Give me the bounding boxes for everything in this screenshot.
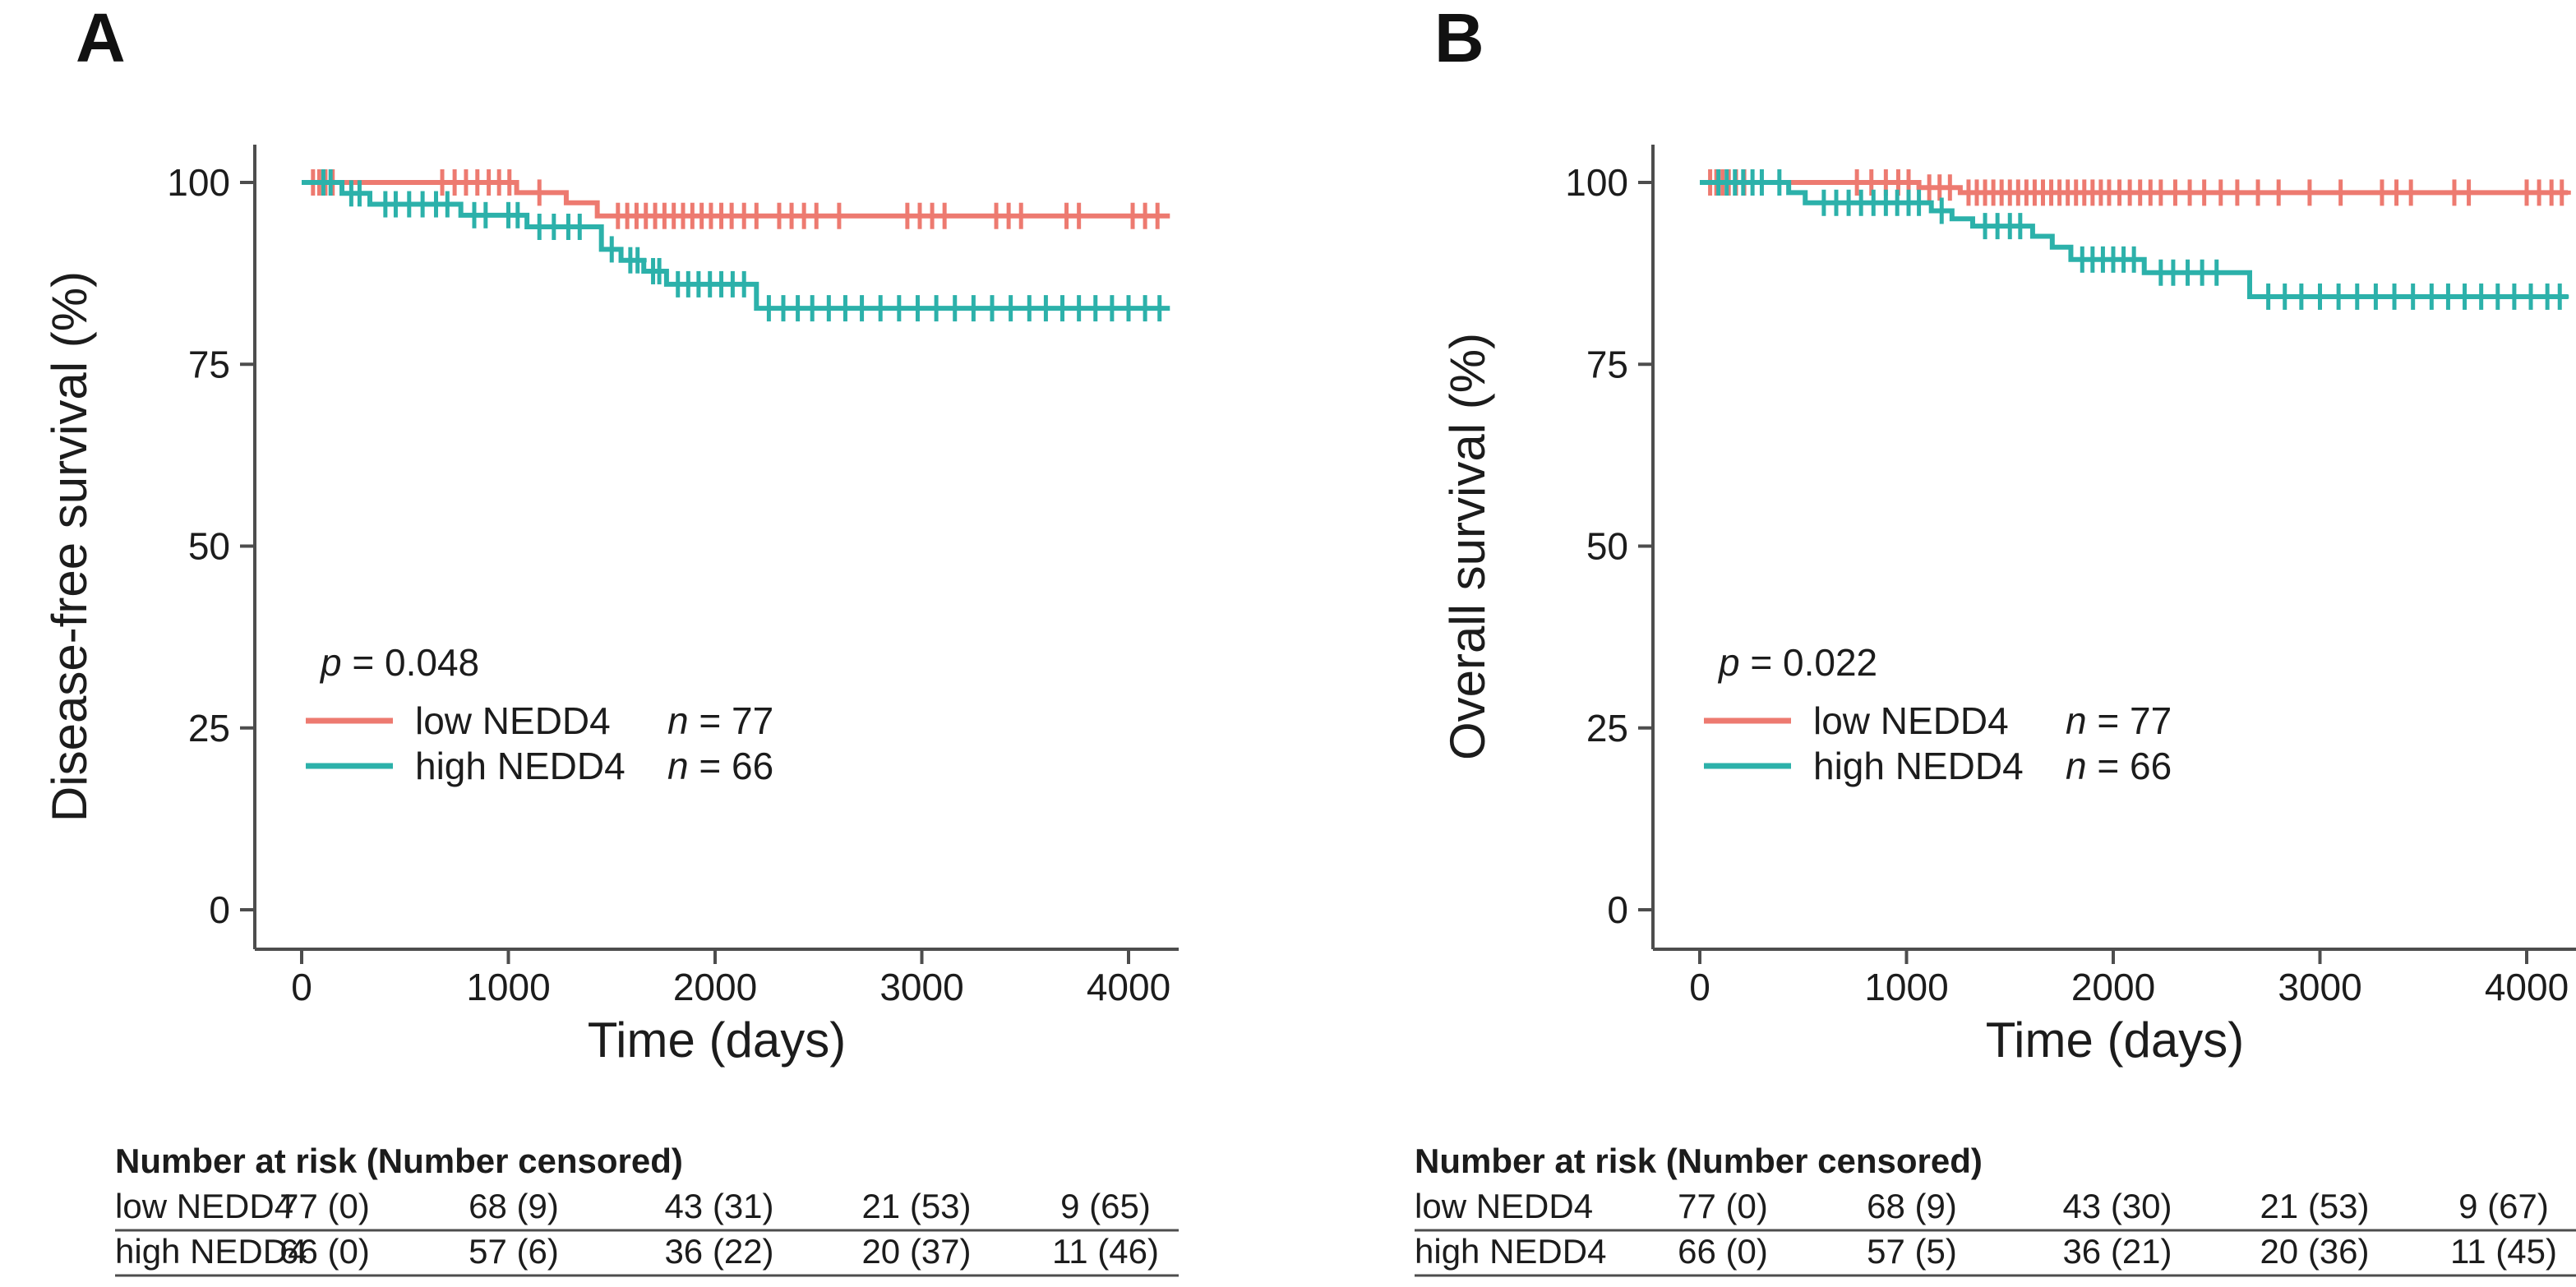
risk-table-cell: 43 (31) (664, 1187, 773, 1225)
survival-curves (1700, 169, 2571, 310)
y-tick-label: 0 (1607, 888, 1628, 931)
km-plot-overall-survival: Overall survival (%) 100 75 50 25 0 0 1000 2000… (1415, 145, 2576, 1277)
x-tick-label: 2000 (673, 966, 757, 1008)
risk-table-header: Number at risk (Number censored) (1415, 1142, 1983, 1180)
axes: 100 75 50 25 0 0 1000 2000 3000 4000 (1565, 145, 2576, 1008)
y-tick-label: 50 (1586, 525, 1628, 568)
y-tick-label: 100 (167, 161, 230, 204)
x-tick-label: 1000 (1864, 966, 1948, 1008)
x-axis-title: Time (days) (1986, 1013, 2244, 1068)
x-tick-label: 0 (291, 966, 312, 1008)
km-curve-low-nedd4 (302, 180, 1170, 219)
risk-table-cell: 21 (53) (2260, 1187, 2369, 1225)
legend-n-high-nedd4: n = 66 (2066, 745, 2172, 787)
risk-table-cell: 66 (0) (1678, 1232, 1768, 1271)
y-axis-title: Overall survival (%) (1440, 333, 1495, 760)
risk-table-cell: 77 (0) (279, 1187, 370, 1225)
x-tick-label: 3000 (879, 966, 963, 1008)
risk-table-cell: 57 (6) (469, 1232, 559, 1271)
risk-table-cell: 20 (36) (2260, 1232, 2369, 1271)
x-tick-label: 4000 (2485, 966, 2569, 1008)
legend-label-high-nedd4: high NEDD4 (415, 745, 626, 787)
risk-table-cells: 77 (0) 68 (9) 43 (31) 21 (53) 9 (65) 66 (0) 57… (279, 1187, 1159, 1271)
axes: 100 75 50 25 0 0 1000 2000 3000 4000 (167, 145, 1179, 1008)
risk-row-label-low: low NEDD4 (115, 1187, 293, 1225)
risk-table-cell: 68 (9) (1867, 1187, 1957, 1225)
x-tick-label: 4000 (1087, 966, 1170, 1008)
panel-b-letter: B (1434, 0, 1484, 76)
km-curve-high-nedd4 (302, 180, 1170, 311)
risk-table-cell: 36 (21) (2062, 1232, 2172, 1271)
x-axis-title: Time (days) (588, 1013, 846, 1068)
x-tick-label: 0 (1689, 966, 1710, 1008)
y-tick-label: 50 (188, 525, 230, 568)
x-tick-label: 2000 (2071, 966, 2155, 1008)
x-tick-label: 3000 (2278, 966, 2361, 1008)
panel-b: B Overall survival (%) 100 75 50 25 0 0 1000 20… (1398, 0, 2576, 1287)
y-tick-label: 75 (1586, 343, 1628, 385)
legend: low NEDD4 n = 77 high NEDD4 n = 66 (306, 699, 773, 787)
risk-table-cell: 43 (30) (2062, 1187, 2172, 1225)
panel-a-letter: A (76, 0, 126, 76)
legend-label-low-nedd4: low NEDD4 (415, 699, 611, 742)
risk-table-cell: 9 (67) (2458, 1187, 2549, 1225)
risk-table-cell: 77 (0) (1678, 1187, 1768, 1225)
legend-n-high-nedd4: n = 66 (667, 745, 773, 787)
y-axis-title: Disease-free survival (%) (42, 271, 97, 822)
legend-label-low-nedd4: low NEDD4 (1813, 699, 2009, 742)
risk-row-label-high: high NEDD4 (115, 1232, 307, 1271)
risk-table-cell: 36 (22) (664, 1232, 773, 1271)
survival-curves (302, 169, 1170, 322)
risk-row-label-high: high NEDD4 (1415, 1232, 1606, 1271)
risk-table-cells: 77 (0) 68 (9) 43 (30) 21 (53) 9 (67) 66 (0) 57… (1678, 1187, 2557, 1271)
x-tick-label: 1000 (466, 966, 550, 1008)
y-tick-label: 25 (188, 707, 230, 750)
legend-n-low-nedd4: n = 77 (667, 699, 773, 742)
risk-table-cell: 11 (46) (1052, 1232, 1159, 1271)
p-value: p = 0.022 (1717, 641, 1877, 684)
legend: low NEDD4 n = 77 high NEDD4 n = 66 (1704, 699, 2172, 787)
legend-label-high-nedd4: high NEDD4 (1813, 745, 2024, 787)
risk-table-cell: 20 (37) (861, 1232, 971, 1271)
risk-table: Number at risk (Number censored) low NED… (1415, 1142, 2576, 1277)
risk-row-label-low: low NEDD4 (1415, 1187, 1593, 1225)
risk-table-cell: 66 (0) (279, 1232, 370, 1271)
y-tick-label: 0 (209, 888, 230, 931)
risk-table-cell: 57 (5) (1867, 1232, 1957, 1271)
risk-table-header: Number at risk (Number censored) (115, 1142, 683, 1180)
y-tick-label: 100 (1565, 161, 1628, 204)
legend-n-low-nedd4: n = 77 (2066, 699, 2172, 742)
risk-table-cell: 11 (45) (2450, 1232, 2557, 1271)
risk-table-cell: 21 (53) (861, 1187, 971, 1225)
y-tick-label: 25 (1586, 707, 1628, 750)
y-tick-label: 75 (188, 343, 230, 385)
panel-a: A Disease-free survival (%) 100 75 50 25 0 0 1… (42, 0, 1179, 1277)
p-value: p = 0.048 (319, 641, 479, 684)
risk-table-cell: 68 (9) (469, 1187, 559, 1225)
risk-table-cell: 9 (65) (1060, 1187, 1151, 1225)
km-curve-high-nedd4 (1700, 180, 2569, 299)
risk-table: Number at risk (Number censored) low NED… (115, 1142, 1179, 1277)
